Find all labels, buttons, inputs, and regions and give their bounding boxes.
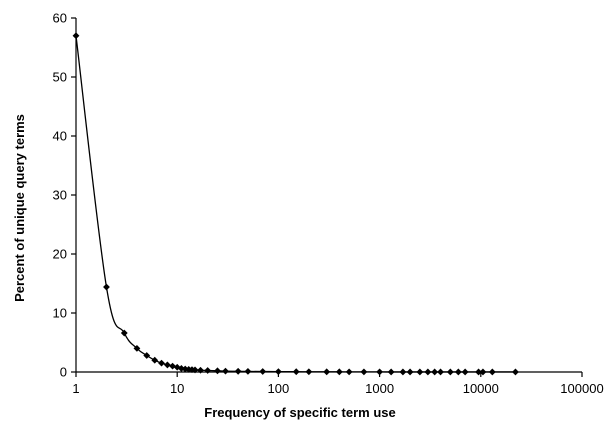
data-point [151, 356, 159, 364]
data-point [158, 359, 165, 367]
y-tick-label: 0 [60, 365, 67, 380]
plot-area [72, 32, 519, 376]
data-point [222, 367, 229, 375]
data-point [143, 352, 151, 359]
y-tick-label: 10 [53, 306, 67, 321]
y-tick-label: 60 [53, 11, 67, 26]
x-tick-label: 10000 [463, 381, 499, 396]
x-tick-label: 100 [268, 381, 290, 396]
y-axis-title: Percent of unique query terms [12, 114, 27, 302]
x-tick-label: 1000 [365, 381, 394, 396]
y-axis: 0 10 20 30 40 50 60 [53, 11, 77, 380]
y-tick-label: 30 [53, 188, 67, 203]
x-tick-label: 1 [72, 381, 79, 396]
x-axis-title: Frequency of specific term use [204, 405, 395, 420]
y-tick-label: 20 [53, 247, 67, 262]
data-point [204, 367, 212, 374]
data-point [163, 361, 171, 369]
data-point [103, 283, 110, 291]
data-point [181, 365, 189, 373]
data-point [191, 366, 199, 374]
x-tick-label: 10 [170, 381, 184, 396]
x-axis: 1 10 100 1000 10000 100000 [72, 371, 604, 396]
y-tick-label: 50 [53, 70, 67, 85]
data-point [197, 366, 204, 374]
y-tick-label: 40 [53, 129, 67, 144]
data-point [234, 367, 242, 375]
data-point [133, 345, 141, 352]
series-line [75, 35, 516, 373]
data-point [169, 362, 176, 370]
x-tick-label: 100000 [560, 381, 603, 396]
data-point [214, 367, 221, 375]
data-point [120, 329, 128, 337]
